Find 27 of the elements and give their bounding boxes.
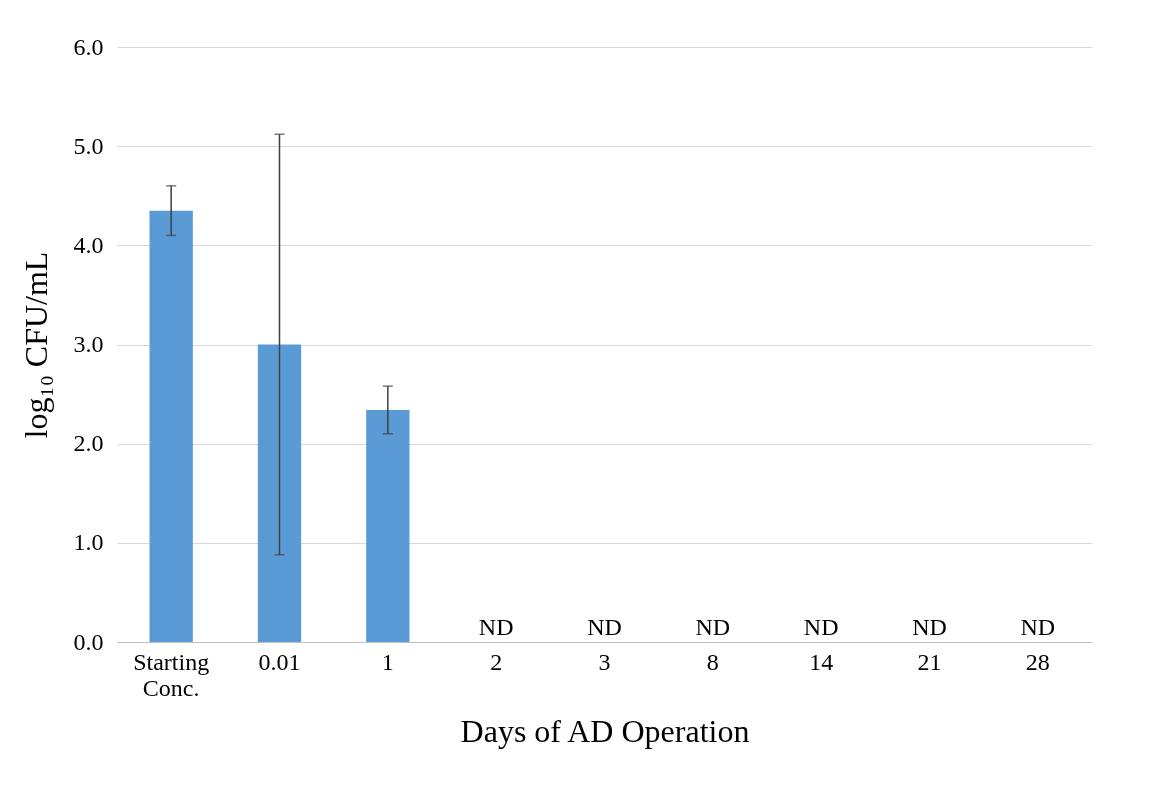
data-label: ND	[695, 614, 731, 640]
x-axis-title: Days of AD Operation	[460, 712, 750, 749]
x-tick-label: 0.01	[258, 648, 301, 675]
bar	[366, 409, 410, 642]
data-label: ND	[587, 614, 622, 640]
data-label: ND	[478, 614, 514, 640]
y-tick-label: 5.0	[73, 132, 104, 159]
y-axis-title: log₁₀ CFU/mL	[17, 251, 54, 439]
bar	[149, 210, 193, 642]
x-tick-label: 21	[917, 648, 942, 675]
y-tick-label: 2.0	[73, 430, 104, 457]
x-tick-label: Starting Conc.	[133, 648, 210, 701]
bar	[257, 344, 302, 642]
y-tick-label: 1.0	[73, 529, 104, 556]
y-tick-label: 4.0	[73, 231, 104, 258]
y-tick-label: 0.0	[73, 628, 104, 655]
y-tick-label: 3.0	[73, 331, 104, 357]
x-tick-label: 14	[809, 648, 834, 675]
x-tick-label: 28	[1025, 648, 1050, 675]
y-tick-label: 6.0	[73, 33, 104, 60]
x-tick-label: 3	[598, 648, 611, 675]
data-label: ND	[803, 614, 839, 640]
x-tick-label: 2	[490, 648, 503, 675]
x-tick-label: 8	[706, 648, 719, 675]
data-label: ND	[1020, 614, 1056, 640]
data-label: ND	[912, 614, 947, 640]
x-tick-label: 1	[381, 648, 394, 675]
